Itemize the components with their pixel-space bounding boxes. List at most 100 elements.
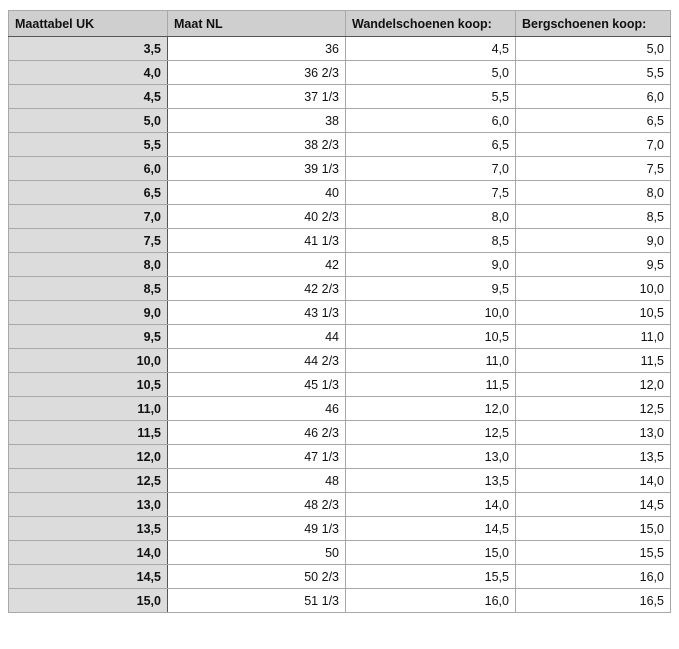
table-row: 9,0 43 1/3 10,0 10,5 (8, 300, 671, 325)
cell-uk: 10,0 (8, 348, 168, 373)
table-row: 12,0 47 1/3 13,0 13,5 (8, 444, 671, 469)
cell-wandelschoenen: 8,0 (345, 204, 516, 229)
cell-wandelschoenen: 7,5 (345, 180, 516, 205)
cell-uk: 7,0 (8, 204, 168, 229)
cell-bergschoenen: 16,0 (515, 564, 671, 589)
cell-uk: 13,0 (8, 492, 168, 517)
cell-wandelschoenen: 10,0 (345, 300, 516, 325)
cell-nl: 45 1/3 (167, 372, 346, 397)
table-row: 10,0 44 2/3 11,0 11,5 (8, 348, 671, 373)
cell-bergschoenen: 16,5 (515, 588, 671, 613)
cell-bergschoenen: 13,0 (515, 420, 671, 445)
cell-wandelschoenen: 6,0 (345, 108, 516, 133)
header-nl: Maat NL (167, 10, 346, 37)
header-row: Maattabel UK Maat NL Wandelschoenen koop… (8, 10, 671, 37)
cell-nl: 40 2/3 (167, 204, 346, 229)
table-row: 11,0 46 12,0 12,5 (8, 396, 671, 421)
cell-nl: 38 2/3 (167, 132, 346, 157)
cell-nl: 50 (167, 540, 346, 565)
table-row: 11,5 46 2/3 12,5 13,0 (8, 420, 671, 445)
table-row: 5,0 38 6,0 6,5 (8, 108, 671, 133)
cell-uk: 11,5 (8, 420, 168, 445)
cell-wandelschoenen: 11,0 (345, 348, 516, 373)
cell-wandelschoenen: 13,0 (345, 444, 516, 469)
table-row: 14,0 50 15,0 15,5 (8, 540, 671, 565)
cell-nl: 40 (167, 180, 346, 205)
table-row: 15,0 51 1/3 16,0 16,5 (8, 588, 671, 613)
cell-wandelschoenen: 8,5 (345, 228, 516, 253)
cell-bergschoenen: 13,5 (515, 444, 671, 469)
cell-bergschoenen: 12,0 (515, 372, 671, 397)
table-row: 10,5 45 1/3 11,5 12,0 (8, 372, 671, 397)
cell-wandelschoenen: 14,0 (345, 492, 516, 517)
cell-bergschoenen: 10,0 (515, 276, 671, 301)
cell-wandelschoenen: 9,5 (345, 276, 516, 301)
cell-wandelschoenen: 12,0 (345, 396, 516, 421)
cell-bergschoenen: 11,5 (515, 348, 671, 373)
cell-nl: 42 2/3 (167, 276, 346, 301)
cell-wandelschoenen: 15,0 (345, 540, 516, 565)
cell-uk: 12,0 (8, 444, 168, 469)
cell-nl: 36 2/3 (167, 60, 346, 85)
cell-bergschoenen: 7,5 (515, 156, 671, 181)
cell-wandelschoenen: 13,5 (345, 468, 516, 493)
cell-bergschoenen: 14,5 (515, 492, 671, 517)
cell-nl: 39 1/3 (167, 156, 346, 181)
cell-nl: 47 1/3 (167, 444, 346, 469)
table-row: 12,5 48 13,5 14,0 (8, 468, 671, 493)
cell-uk: 7,5 (8, 228, 168, 253)
header-bergschoenen: Bergschoenen koop: (515, 10, 671, 37)
cell-nl: 48 (167, 468, 346, 493)
table-row: 3,5 36 4,5 5,0 (8, 36, 671, 61)
cell-wandelschoenen: 7,0 (345, 156, 516, 181)
cell-nl: 51 1/3 (167, 588, 346, 613)
cell-bergschoenen: 14,0 (515, 468, 671, 493)
cell-bergschoenen: 6,5 (515, 108, 671, 133)
table-row: 9,5 44 10,5 11,0 (8, 324, 671, 349)
cell-bergschoenen: 12,5 (515, 396, 671, 421)
cell-nl: 43 1/3 (167, 300, 346, 325)
cell-bergschoenen: 10,5 (515, 300, 671, 325)
cell-bergschoenen: 8,5 (515, 204, 671, 229)
cell-nl: 46 2/3 (167, 420, 346, 445)
cell-wandelschoenen: 10,5 (345, 324, 516, 349)
table-row: 6,5 40 7,5 8,0 (8, 180, 671, 205)
header-wandelschoenen: Wandelschoenen koop: (345, 10, 516, 37)
cell-uk: 11,0 (8, 396, 168, 421)
cell-uk: 6,0 (8, 156, 168, 181)
cell-uk: 8,0 (8, 252, 168, 277)
cell-nl: 42 (167, 252, 346, 277)
cell-bergschoenen: 9,0 (515, 228, 671, 253)
cell-wandelschoenen: 5,5 (345, 84, 516, 109)
table-row: 6,0 39 1/3 7,0 7,5 (8, 156, 671, 181)
cell-uk: 12,5 (8, 468, 168, 493)
cell-nl: 38 (167, 108, 346, 133)
cell-wandelschoenen: 15,5 (345, 564, 516, 589)
size-chart-table: Maattabel UK Maat NL Wandelschoenen koop… (8, 10, 671, 613)
cell-uk: 14,0 (8, 540, 168, 565)
cell-nl: 41 1/3 (167, 228, 346, 253)
table-row: 5,5 38 2/3 6,5 7,0 (8, 132, 671, 157)
cell-wandelschoenen: 4,5 (345, 36, 516, 61)
table-row: 8,5 42 2/3 9,5 10,0 (8, 276, 671, 301)
cell-uk: 15,0 (8, 588, 168, 613)
cell-uk: 4,5 (8, 84, 168, 109)
table-row: 4,0 36 2/3 5,0 5,5 (8, 60, 671, 85)
cell-nl: 36 (167, 36, 346, 61)
cell-uk: 8,5 (8, 276, 168, 301)
cell-wandelschoenen: 5,0 (345, 60, 516, 85)
cell-wandelschoenen: 12,5 (345, 420, 516, 445)
table-row: 7,5 41 1/3 8,5 9,0 (8, 228, 671, 253)
cell-wandelschoenen: 11,5 (345, 372, 516, 397)
cell-bergschoenen: 15,5 (515, 540, 671, 565)
cell-bergschoenen: 15,0 (515, 516, 671, 541)
cell-bergschoenen: 7,0 (515, 132, 671, 157)
cell-uk: 14,5 (8, 564, 168, 589)
cell-uk: 10,5 (8, 372, 168, 397)
cell-uk: 13,5 (8, 516, 168, 541)
cell-nl: 46 (167, 396, 346, 421)
table-row: 13,0 48 2/3 14,0 14,5 (8, 492, 671, 517)
cell-nl: 49 1/3 (167, 516, 346, 541)
cell-bergschoenen: 6,0 (515, 84, 671, 109)
cell-wandelschoenen: 16,0 (345, 588, 516, 613)
